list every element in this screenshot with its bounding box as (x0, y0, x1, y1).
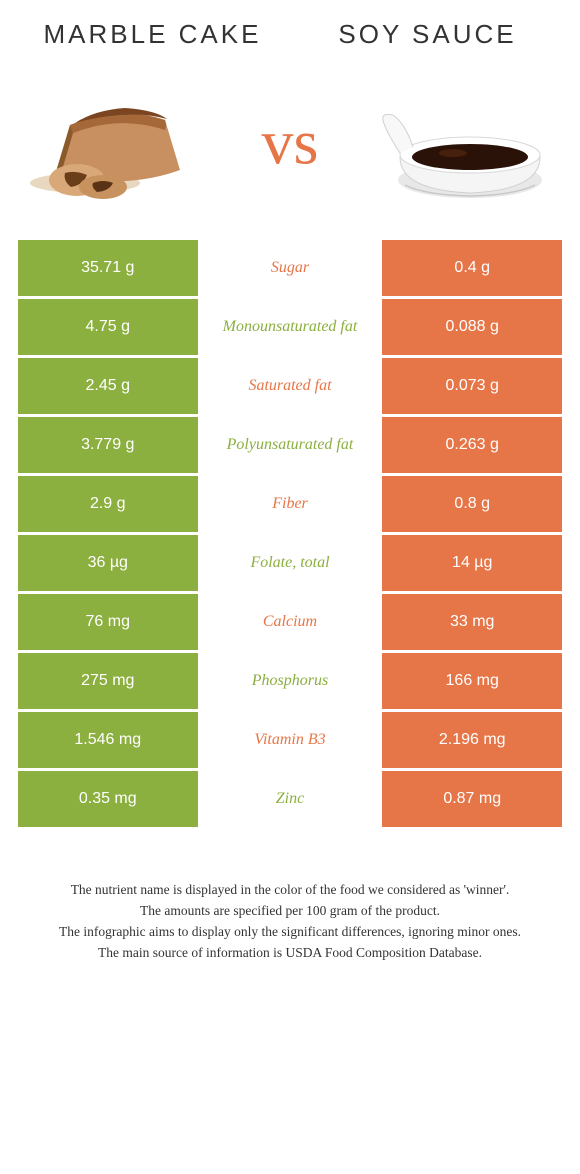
left-value: 2.9 g (18, 476, 198, 532)
nutrient-label: Monounsaturated fat (198, 299, 383, 355)
left-value: 36 µg (18, 535, 198, 591)
marble-cake-image (20, 70, 220, 210)
table-row: 1.546 mgVitamin B32.196 mg (18, 712, 562, 768)
nutrient-label: Sugar (198, 240, 383, 296)
footnote-line: The main source of information is USDA F… (30, 943, 550, 964)
footnotes: The nutrient name is displayed in the co… (0, 830, 580, 984)
table-row: 3.779 gPolyunsaturated fat0.263 g (18, 417, 562, 473)
right-value: 2.196 mg (382, 712, 562, 768)
footnote-line: The amounts are specified per 100 gram o… (30, 901, 550, 922)
footnote-line: The nutrient name is displayed in the co… (30, 880, 550, 901)
left-value: 0.35 mg (18, 771, 198, 827)
nutrient-label: Fiber (198, 476, 383, 532)
cake-icon (25, 75, 215, 205)
images-row: vs (0, 60, 580, 240)
table-row: 0.35 mgZinc0.87 mg (18, 771, 562, 827)
table-row: 36 µgFolate, total14 µg (18, 535, 562, 591)
header: MARBLE CAKE SOY SAUCE (0, 0, 580, 60)
right-value: 166 mg (382, 653, 562, 709)
left-value: 35.71 g (18, 240, 198, 296)
right-value: 0.4 g (382, 240, 562, 296)
right-value: 0.263 g (382, 417, 562, 473)
nutrient-label: Folate, total (198, 535, 383, 591)
left-value: 3.779 g (18, 417, 198, 473)
table-row: 76 mgCalcium33 mg (18, 594, 562, 650)
right-food-title: SOY SAUCE (315, 20, 540, 50)
right-value: 0.073 g (382, 358, 562, 414)
table-row: 275 mgPhosphorus166 mg (18, 653, 562, 709)
table-row: 2.9 gFiber0.8 g (18, 476, 562, 532)
right-value: 33 mg (382, 594, 562, 650)
soy-sauce-image (360, 70, 560, 210)
table-row: 2.45 gSaturated fat0.073 g (18, 358, 562, 414)
left-value: 2.45 g (18, 358, 198, 414)
left-food-title: MARBLE CAKE (40, 20, 265, 50)
nutrient-label: Polyunsaturated fat (198, 417, 383, 473)
right-value: 0.87 mg (382, 771, 562, 827)
right-value: 0.088 g (382, 299, 562, 355)
table-row: 35.71 gSugar0.4 g (18, 240, 562, 296)
left-value: 4.75 g (18, 299, 198, 355)
vs-label: vs (262, 105, 319, 179)
left-value: 1.546 mg (18, 712, 198, 768)
table-row: 4.75 gMonounsaturated fat0.088 g (18, 299, 562, 355)
nutrition-table: 35.71 gSugar0.4 g4.75 gMonounsaturated f… (18, 240, 562, 827)
left-value: 76 mg (18, 594, 198, 650)
left-value: 275 mg (18, 653, 198, 709)
nutrient-label: Vitamin B3 (198, 712, 383, 768)
sauce-bowl-icon (365, 75, 555, 205)
nutrient-label: Calcium (198, 594, 383, 650)
footnote-line: The infographic aims to display only the… (30, 922, 550, 943)
right-value: 14 µg (382, 535, 562, 591)
nutrient-label: Zinc (198, 771, 383, 827)
nutrient-label: Saturated fat (198, 358, 383, 414)
nutrient-label: Phosphorus (198, 653, 383, 709)
right-value: 0.8 g (382, 476, 562, 532)
